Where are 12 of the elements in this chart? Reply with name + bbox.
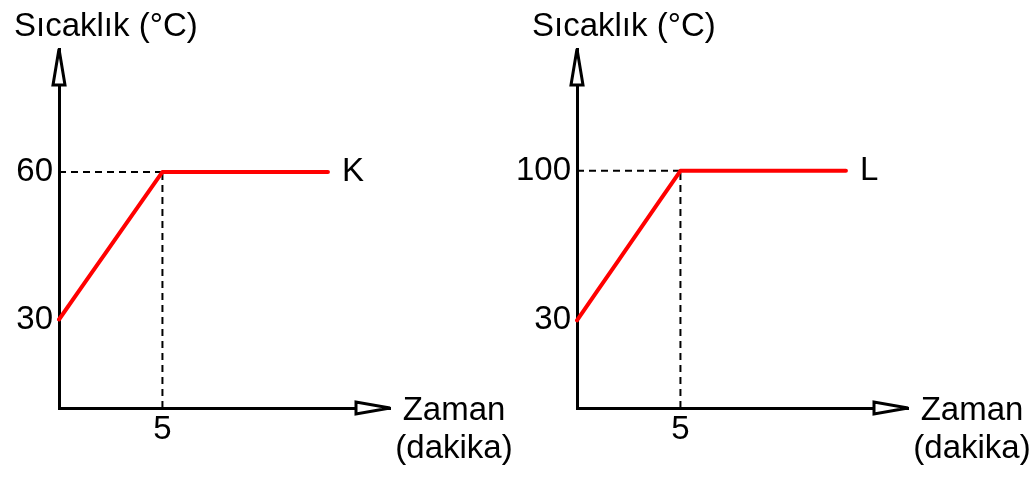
x-axis-title: Zaman (dakika)	[395, 390, 513, 466]
y-tick-label: 100	[515, 149, 571, 187]
series-label: K	[341, 151, 364, 189]
x-axis-title: Zaman (dakika)	[913, 390, 1031, 466]
y-axis-title: Sıcaklık (°C)	[14, 6, 198, 43]
y-tick-label: 30	[16, 298, 53, 336]
y-axis-title: Sıcaklık (°C)	[532, 6, 716, 43]
series-label: L	[859, 149, 879, 187]
x-tick-label: 5	[153, 408, 172, 446]
y-tick-label: 60	[16, 151, 53, 189]
y-tick-label: 30	[534, 299, 571, 337]
x-tick-label: 5	[671, 408, 690, 446]
